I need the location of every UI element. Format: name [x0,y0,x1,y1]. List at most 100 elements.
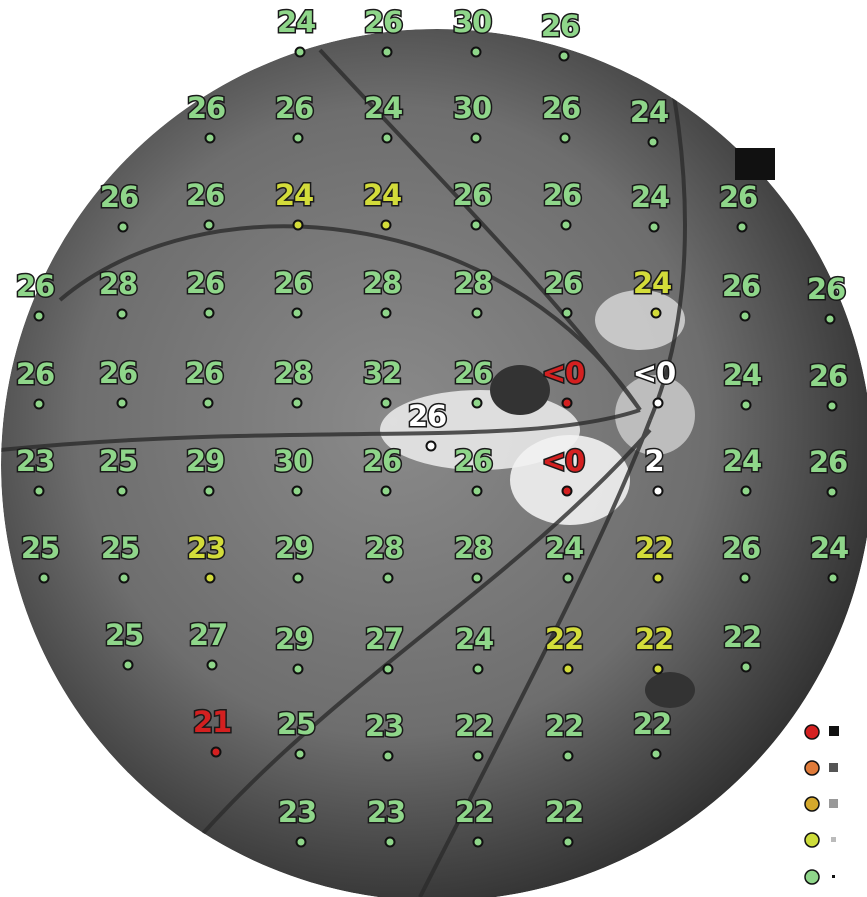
sensitivity-label: 26 [275,91,313,125]
sensitivity-label: 26 [454,356,492,390]
sensitivity-label: 26 [363,444,401,478]
sensitivity-label: 23 [278,795,316,829]
test-point [382,750,394,762]
test-point [652,397,664,409]
test-point [291,485,303,497]
sensitivity-label: 29 [275,622,313,656]
test-point [116,485,128,497]
sensitivity-label: 28 [274,356,312,390]
test-point [824,313,836,325]
test-point [740,485,752,497]
test-point [470,46,482,58]
test-point [292,219,304,231]
test-point [203,307,215,319]
test-point [826,486,838,498]
test-point [648,221,660,233]
sensitivity-label: 24 [633,266,671,300]
sensitivity-label: 25 [105,618,143,652]
test-point [650,307,662,319]
sensitivity-label: 24 [631,180,669,214]
test-point [384,836,396,848]
test-point [382,663,394,675]
test-point [647,136,659,148]
test-point [117,221,129,233]
test-point [736,221,748,233]
test-point [291,307,303,319]
test-point [560,219,572,231]
test-point [739,572,751,584]
test-point [33,398,45,410]
sensitivity-label: 22 [633,707,671,741]
test-point [652,663,664,675]
test-point [294,46,306,58]
sensitivity-label: 24 [810,531,848,565]
sensitivity-label: 23 [187,531,225,565]
legend [804,724,839,885]
sensitivity-label: 28 [454,266,492,300]
sensitivity-label: 29 [275,531,313,565]
sensitivity-label: 22 [635,622,673,656]
sensitivity-label: 28 [363,266,401,300]
sensitivity-label: <0 [633,356,675,390]
sensitivity-label: 25 [99,444,137,478]
test-point [826,400,838,412]
test-point [291,397,303,409]
sensitivity-label: 26 [809,445,847,479]
test-point [471,397,483,409]
test-point [292,572,304,584]
sensitivity-label: 22 [545,795,583,829]
sensitivity-label: 28 [99,267,137,301]
test-point [380,397,392,409]
sensitivity-label: 24 [723,358,761,392]
test-point [650,748,662,760]
sensitivity-label: 28 [365,531,403,565]
sensitivity-label: 26 [186,178,224,212]
sensitivity-label: 25 [277,707,315,741]
sensitivity-label: 26 [541,9,579,43]
sensitivity-label: 30 [453,5,491,39]
test-point [559,132,571,144]
sensitivity-label: 26 [185,356,223,390]
test-point [380,307,392,319]
test-point [295,836,307,848]
test-point [652,485,664,497]
sensitivity-label: 26 [719,180,757,214]
test-point [472,750,484,762]
sensitivity-label: 23 [365,709,403,743]
sensitivity-label: 27 [365,622,403,656]
sensitivity-label: 24 [275,178,313,212]
sensitivity-label: 24 [630,95,668,129]
test-point [562,750,574,762]
sensitivity-label: 26 [274,266,312,300]
test-point [122,659,134,671]
test-point [558,50,570,62]
sensitivity-label: 26 [99,356,137,390]
test-point [740,661,752,673]
sensitivity-label: <0 [542,356,584,390]
test-point [292,663,304,675]
test-point [38,572,50,584]
test-point [203,485,215,497]
test-point [380,219,392,231]
test-point [382,572,394,584]
sensitivity-label: 27 [189,618,227,652]
sensitivity-label: 26 [722,531,760,565]
test-point [471,307,483,319]
sensitivity-label: 30 [274,444,312,478]
test-point [562,663,574,675]
sensitivity-label: 21 [193,705,231,739]
test-point [202,397,214,409]
test-point [561,397,573,409]
sensitivity-label: <0 [542,444,584,478]
test-point [118,572,130,584]
test-point [380,485,392,497]
sensitivity-label: 24 [723,444,761,478]
sensitivity-label: 2 [644,444,663,478]
test-point [203,219,215,231]
test-point [561,307,573,319]
fundus-image [1,29,867,897]
sensitivity-label: 26 [454,444,492,478]
test-point [740,399,752,411]
sensitivity-label: 22 [723,620,761,654]
test-point [471,485,483,497]
